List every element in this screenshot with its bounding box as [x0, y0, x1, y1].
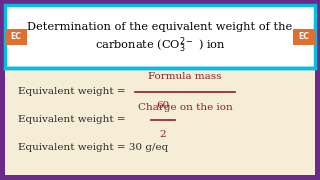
Bar [5, 68, 315, 175]
Bar [293, 28, 315, 44]
Text: Charge on the ion: Charge on the ion [138, 103, 232, 112]
Bar [5, 5, 315, 68]
Text: 60: 60 [156, 101, 170, 110]
Text: Equivalent weight = 30 g/eq: Equivalent weight = 30 g/eq [18, 143, 168, 152]
Text: carbonate (CO$_3^{2-}$ ) ion: carbonate (CO$_3^{2-}$ ) ion [95, 36, 225, 55]
Text: Equivalent weight =: Equivalent weight = [18, 87, 129, 96]
Text: Determination of the equivalent weight of the: Determination of the equivalent weight o… [28, 22, 292, 33]
Text: EC: EC [299, 32, 309, 41]
Text: Equivalent weight =: Equivalent weight = [18, 116, 129, 125]
Text: 2: 2 [160, 130, 166, 139]
Bar [5, 28, 27, 44]
Text: EC: EC [11, 32, 21, 41]
Text: Formula mass: Formula mass [148, 72, 222, 81]
